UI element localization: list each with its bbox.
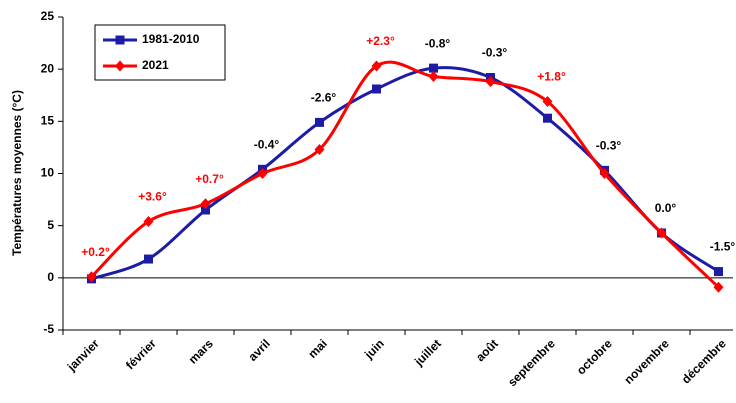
marker xyxy=(485,76,496,88)
marker xyxy=(201,205,210,215)
x-tick-label: août xyxy=(473,336,501,364)
annotation: +3.6° xyxy=(138,190,167,204)
line xyxy=(91,66,720,281)
marker xyxy=(315,117,324,127)
annotation: +0.2° xyxy=(81,245,110,259)
y-tick-label: 5 xyxy=(47,218,54,232)
y-tick-label: 15 xyxy=(41,114,55,128)
marker xyxy=(200,198,211,210)
x-tick-label: février xyxy=(123,336,159,372)
annotation: +0.7° xyxy=(195,172,224,186)
y-tick-label: 20 xyxy=(41,61,55,75)
annotation: +2.3° xyxy=(366,34,395,48)
x-tick-label: juin xyxy=(361,336,387,362)
annotation: -0.3° xyxy=(482,46,508,60)
marker xyxy=(428,70,439,82)
marker xyxy=(371,60,382,72)
y-tick-label: 25 xyxy=(41,9,55,23)
annotation: -1.5° xyxy=(710,240,736,254)
marker xyxy=(656,227,667,239)
x-tick-label: novembre xyxy=(621,336,672,387)
marker xyxy=(86,271,97,283)
y-tick-label: 10 xyxy=(41,166,55,180)
marker xyxy=(542,96,553,108)
x-tick-label: octobre xyxy=(574,336,615,377)
line xyxy=(90,60,720,289)
annotation: -0.4° xyxy=(254,137,280,151)
marker xyxy=(144,254,153,264)
marker xyxy=(257,168,268,179)
x-tick-label: avril xyxy=(246,336,273,363)
marker xyxy=(599,168,610,179)
marker xyxy=(714,267,723,277)
x-tick-label: juillet xyxy=(411,336,444,369)
y-tick-label: -5 xyxy=(43,322,54,336)
annotation: -0.3° xyxy=(596,139,622,153)
marker xyxy=(314,144,325,156)
marker xyxy=(115,35,125,45)
x-tick-label: janvier xyxy=(64,336,102,374)
y-tick-label: 0 xyxy=(47,270,54,284)
x-tick-label: mai xyxy=(305,336,330,361)
marker xyxy=(429,63,438,73)
x-tick-label: mars xyxy=(186,336,216,366)
legend-label: 1981-2010 xyxy=(142,32,200,46)
marker xyxy=(115,60,125,72)
marker xyxy=(713,281,724,293)
legend-label: 2021 xyxy=(142,58,169,72)
annotation: -0.8° xyxy=(425,36,451,50)
x-tick-label: décembre xyxy=(679,336,729,386)
marker xyxy=(143,215,154,227)
marker xyxy=(543,113,552,123)
annotation: 0.0° xyxy=(655,201,677,215)
annotation: +1.8° xyxy=(537,70,566,84)
annotation: -2.6° xyxy=(311,91,337,105)
x-tick-label: septembre xyxy=(505,336,558,389)
legend-box xyxy=(94,24,226,81)
marker xyxy=(372,84,381,94)
y-axis-label: Températures moyennes (°C) xyxy=(10,90,24,256)
